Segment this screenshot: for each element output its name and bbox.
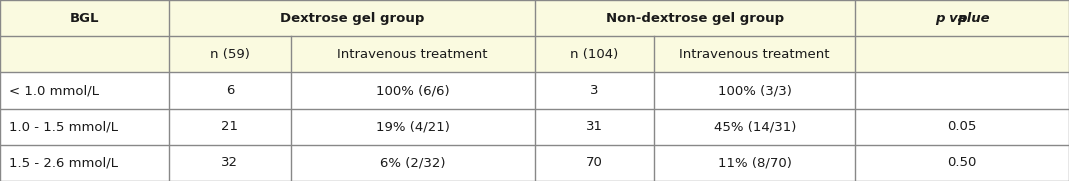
Text: 32: 32 bbox=[221, 156, 238, 169]
Text: 1.5 - 2.6 mmol/L: 1.5 - 2.6 mmol/L bbox=[9, 156, 118, 169]
Text: BGL: BGL bbox=[69, 12, 99, 25]
Text: 100% (3/3): 100% (3/3) bbox=[717, 84, 792, 97]
Text: 6% (2/32): 6% (2/32) bbox=[379, 156, 446, 169]
Text: 1.0 - 1.5 mmol/L: 1.0 - 1.5 mmol/L bbox=[9, 120, 118, 133]
Text: 11% (8/70): 11% (8/70) bbox=[717, 156, 792, 169]
Text: 19% (4/21): 19% (4/21) bbox=[375, 120, 450, 133]
Text: 45% (14/31): 45% (14/31) bbox=[713, 120, 796, 133]
Bar bbox=[0, 72, 1069, 109]
Text: n (104): n (104) bbox=[570, 48, 619, 61]
Text: 100% (6/6): 100% (6/6) bbox=[376, 84, 449, 97]
Text: p value: p value bbox=[934, 12, 990, 25]
Bar bbox=[0, 36, 1069, 72]
Text: Non-dextrose gel group: Non-dextrose gel group bbox=[606, 12, 784, 25]
Text: 3: 3 bbox=[590, 84, 599, 97]
Text: Intravenous treatment: Intravenous treatment bbox=[680, 48, 830, 61]
Text: 70: 70 bbox=[586, 156, 603, 169]
Text: Intravenous treatment: Intravenous treatment bbox=[338, 48, 487, 61]
Text: 6: 6 bbox=[226, 84, 234, 97]
Text: p: p bbox=[958, 12, 966, 25]
Text: < 1.0 mmol/L: < 1.0 mmol/L bbox=[9, 84, 98, 97]
Text: Dextrose gel group: Dextrose gel group bbox=[279, 12, 424, 25]
Bar bbox=[0, 0, 1069, 36]
Text: n (59): n (59) bbox=[210, 48, 250, 61]
Text: 31: 31 bbox=[586, 120, 603, 133]
Text: 21: 21 bbox=[221, 120, 238, 133]
Text: 0.05: 0.05 bbox=[947, 120, 977, 133]
Text: 0.50: 0.50 bbox=[947, 156, 977, 169]
Bar bbox=[0, 145, 1069, 181]
Bar bbox=[0, 109, 1069, 145]
